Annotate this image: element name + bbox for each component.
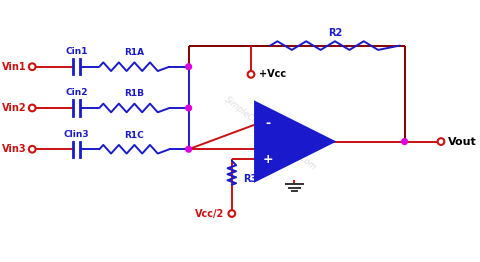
Text: R1B: R1B: [124, 89, 144, 98]
Circle shape: [186, 105, 192, 111]
Text: -: -: [266, 117, 271, 130]
Text: Vout: Vout: [448, 137, 477, 146]
Circle shape: [186, 64, 192, 70]
Text: Vin2: Vin2: [2, 103, 26, 113]
Text: Vcc/2: Vcc/2: [195, 209, 224, 219]
Text: Cin2: Cin2: [65, 88, 88, 97]
Text: R3: R3: [243, 174, 258, 184]
Circle shape: [402, 139, 408, 144]
Text: R1C: R1C: [124, 131, 144, 140]
Text: R1A: R1A: [124, 48, 144, 57]
Text: Cin1: Cin1: [65, 47, 88, 56]
Polygon shape: [256, 103, 333, 180]
Text: Vin1: Vin1: [2, 62, 26, 72]
Circle shape: [186, 146, 192, 152]
Text: Vin3: Vin3: [2, 144, 26, 154]
Text: R2: R2: [328, 28, 342, 38]
Text: Clin3: Clin3: [63, 130, 89, 139]
Text: +Vcc: +Vcc: [259, 69, 286, 79]
Text: +: +: [263, 153, 274, 166]
Text: SimpleCircuitDiagram.Com: SimpleCircuitDiagram.Com: [223, 95, 318, 172]
